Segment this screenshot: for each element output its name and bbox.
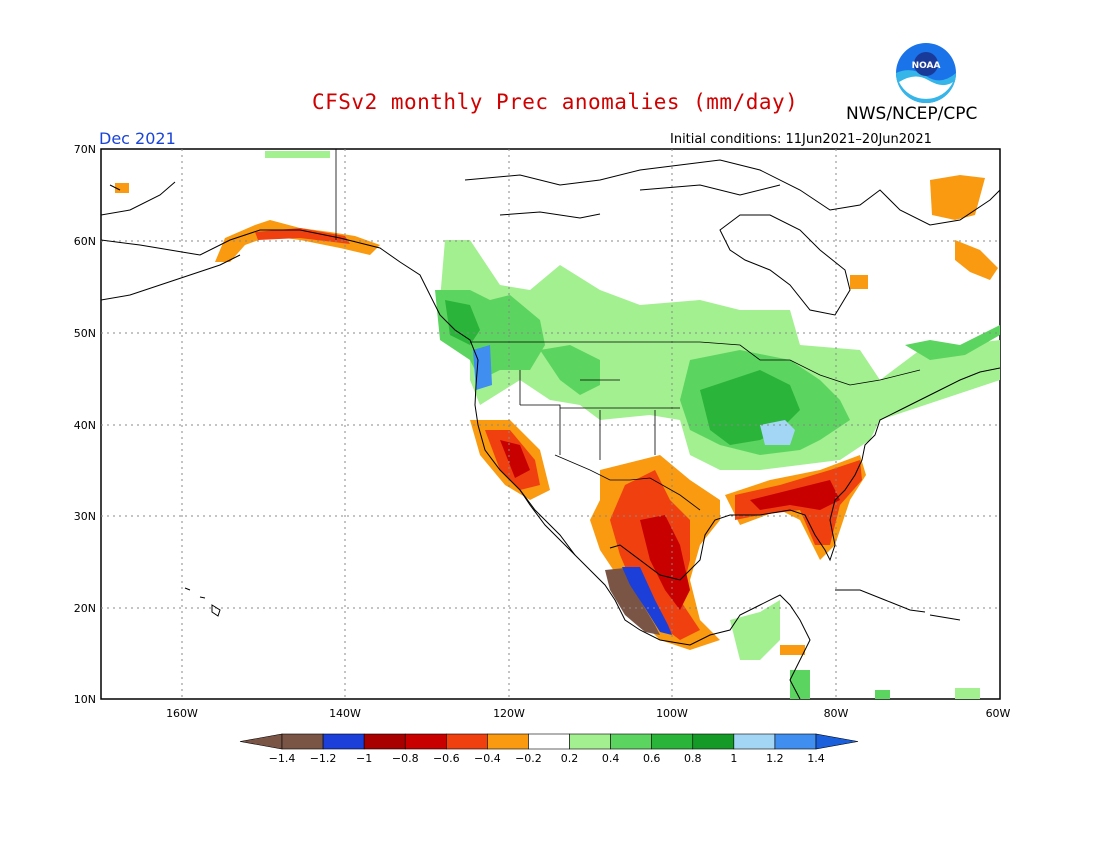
- colorbar-swatch: [569, 733, 611, 750]
- colorbar-swatch: [528, 733, 570, 750]
- latitude-labels: 70N 60N 50N 40N 30N 20N 10N: [74, 143, 96, 706]
- lat-label: 70N: [74, 143, 96, 156]
- logo-text: NOAA: [912, 61, 941, 71]
- colorbar-tick-label: 0.2: [561, 752, 579, 765]
- colorbar-swatch: [692, 733, 735, 750]
- colorbar-tick-label: 0.6: [643, 752, 661, 765]
- anomaly-fields: [115, 151, 1000, 699]
- noaa-logo-icon: NOAA: [896, 43, 956, 103]
- colorbar-swatch: [446, 733, 488, 750]
- colorbar-tick-label: −0.2: [515, 752, 542, 765]
- chart-title: CFSv2 monthly Prec anomalies (mm/day): [312, 90, 799, 114]
- colorbar-swatch: [363, 733, 406, 750]
- colorbar-swatch: [281, 733, 324, 750]
- lat-label: 60N: [74, 235, 96, 248]
- colorbar-arrow-high: [815, 733, 859, 750]
- lat-label: 10N: [74, 693, 96, 706]
- lon-label: 80W: [824, 707, 849, 720]
- colorbar-tick-label: −1.4: [269, 752, 296, 765]
- longitude-labels: 160W 140W 120W 100W 80W 60W: [166, 707, 1010, 720]
- colorbar-tick-label: 1.2: [766, 752, 784, 765]
- lon-label: 160W: [166, 707, 198, 720]
- colorbar-tick-label: 0.4: [602, 752, 620, 765]
- colorbar-swatch: [322, 733, 365, 750]
- boundaries: [335, 149, 921, 511]
- colorbar-swatch: [610, 733, 652, 750]
- colorbar-swatch: [733, 733, 776, 750]
- lat-label: 30N: [74, 510, 96, 523]
- colorbar-swatch: [487, 733, 529, 750]
- lat-label: 50N: [74, 327, 96, 340]
- colorbar-swatch: [774, 733, 817, 750]
- lon-label: 60W: [986, 707, 1011, 720]
- colorbar-tick-label: 1: [730, 752, 737, 765]
- lon-label: 140W: [329, 707, 361, 720]
- colorbar-swatch: [404, 733, 447, 750]
- colorbar: −1.4 −1.2 −1 −0.8 −0.6 −0.4 −0.2 0.2 0.4 0.6 0.8 1 1…: [239, 733, 859, 765]
- organization-label: NWS/NCEP/CPC: [846, 104, 978, 124]
- graticule: [101, 149, 1000, 699]
- colorbar-tick-label: 0.8: [684, 752, 702, 765]
- lat-label: 20N: [74, 602, 96, 615]
- colorbar-tick-label: −0.4: [474, 752, 501, 765]
- lat-label: 40N: [74, 419, 96, 432]
- coastlines: [101, 159, 1000, 699]
- colorbar-swatch: [651, 733, 694, 750]
- colorbar-tick-label: −0.8: [392, 752, 419, 765]
- colorbar-tick-label: −1.2: [310, 752, 337, 765]
- colorbar-tick-label: 1.4: [807, 752, 825, 765]
- colorbar-tick-label: −0.6: [433, 752, 460, 765]
- lon-label: 120W: [493, 707, 525, 720]
- forecast-month: Dec 2021: [99, 129, 176, 148]
- colorbar-tick-label: −1: [356, 752, 372, 765]
- lon-label: 100W: [656, 707, 688, 720]
- initial-conditions: Initial conditions: 11Jun2021–20Jun2021: [670, 132, 932, 147]
- colorbar-arrow-low: [239, 733, 283, 750]
